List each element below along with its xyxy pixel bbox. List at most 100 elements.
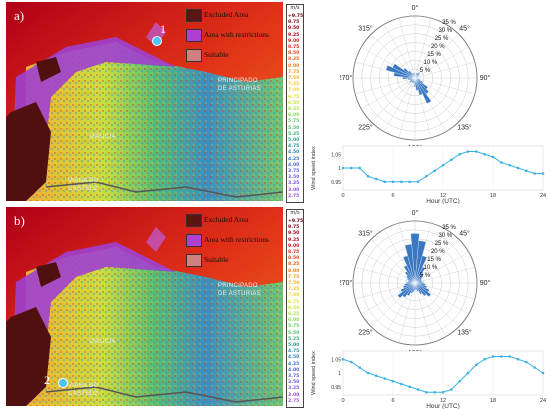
plot-point (500, 161, 503, 164)
rose-sector (404, 244, 416, 284)
plot-x-tick: 12 (440, 398, 446, 404)
map-legend-a: Excluded Area Area with restrictions Sui… (184, 6, 279, 68)
plot-point (450, 158, 453, 162)
legend-swatch-restricted (186, 234, 202, 247)
plot-x-tick: 18 (490, 193, 496, 199)
rose-sector (414, 77, 416, 88)
map-label-castelo: CASTELO (68, 186, 99, 192)
wind-map-b: Excluded Area Area with restrictions Sui… (6, 207, 283, 406)
map-graphic-b (6, 207, 283, 406)
rose-sector (408, 70, 416, 79)
rose-sector (414, 77, 432, 104)
colorbar-tick: 9.50 (288, 231, 300, 237)
plot-point (341, 166, 345, 170)
colorbar-tick: 5.50 (288, 125, 300, 131)
colorbar-tick: 6.00 (288, 318, 300, 324)
plot-point (508, 163, 511, 167)
plot-point (391, 379, 395, 383)
plot-point (500, 355, 503, 358)
rose-direction-label: 270° (340, 74, 352, 82)
legend-label-suitable: Suitable (204, 255, 229, 264)
plot-point (383, 180, 386, 184)
rose-direction-label: 225° (358, 328, 373, 336)
colorbar-tick: 3.00 (288, 392, 300, 398)
colorbar-tick: 2.75 (288, 193, 300, 199)
map-label-viana: VIANA DO (68, 383, 99, 389)
legend-label-restricted: Area with restrictions (204, 235, 269, 244)
plot-point (475, 363, 478, 367)
legend-restricted-a: Area with restrictions (186, 28, 278, 42)
rose-spoke (414, 77, 469, 110)
colorbar-tick: 3.00 (288, 187, 300, 193)
colorbar-tick: 9.00 (288, 38, 300, 44)
plot-point (425, 390, 428, 394)
colorbar-tick: 5.00 (288, 343, 300, 348)
site-marker-number-a: 1 (160, 22, 166, 36)
colorbar-tick: 9.00 (288, 243, 300, 249)
colorbar-tick: 6.50 (288, 100, 300, 106)
colorbar-tick: 3.75 (288, 169, 300, 174)
plot-point (491, 155, 495, 159)
plot-point (516, 357, 520, 361)
rose-sector (403, 67, 416, 79)
map-legend-b: Excluded Area Area with restrictions Sui… (184, 211, 279, 273)
site-pin-icon-a (152, 36, 162, 46)
map-label-viana: VIANA DO (68, 178, 99, 184)
rose-spoke (414, 18, 432, 79)
plot-point (458, 379, 461, 383)
rose-sector (414, 282, 423, 295)
plot-point (408, 385, 411, 389)
rose-direction-label: 90° (480, 74, 490, 82)
rose-direction-label: 315° (358, 230, 373, 238)
plot-y-label: Wind speed index (311, 351, 317, 395)
legend-swatch-excluded (186, 214, 202, 227)
colorbar-tick: 6.75 (288, 94, 300, 100)
plot-y-tick: 1.05 (331, 357, 341, 363)
legend-excluded-b: Excluded Area (186, 213, 278, 227)
plot-y-tick: 1.05 (331, 152, 341, 158)
colorbar-unit: m/s (290, 5, 300, 11)
rose-spoke (414, 61, 475, 79)
rose-spoke (414, 251, 469, 284)
rose-ring-label: 5 % (420, 273, 431, 279)
rose-ring-label: 5 % (420, 68, 431, 74)
rose-spoke (361, 251, 416, 284)
rose-ring-label: 15 % (427, 257, 441, 263)
site-marker-number-b: 2 (44, 373, 50, 387)
plot-x-tick: 0 (341, 193, 344, 199)
colorbar-tick: 4.75 (288, 144, 300, 150)
plot-point (533, 172, 536, 175)
colorbar-tick: 7.25 (288, 82, 300, 88)
legend-restricted-b: Area with restrictions (186, 233, 278, 247)
plot-point (458, 152, 461, 156)
colorbar-tick: 9.75 (288, 20, 300, 26)
rose-sector (414, 282, 432, 297)
plot-point (525, 169, 528, 173)
plot-point (425, 174, 428, 178)
legend-label-excluded: Excluded Area (204, 10, 249, 19)
legend-swatch-suitable (186, 49, 202, 62)
plot-y-label: Wind speed index (311, 146, 317, 190)
plot-point (350, 166, 353, 170)
rose-spoke (371, 77, 416, 122)
rose-spoke (398, 77, 416, 138)
legend-swatch-restricted (186, 29, 202, 42)
colorbar-tick: 7.50 (288, 281, 300, 286)
map-graphic-a (6, 2, 283, 201)
colorbar-tick: 4.50 (288, 355, 300, 361)
rose-sector (397, 282, 416, 299)
rose-ring-label: 15 % (427, 52, 441, 58)
rose-spoke (414, 34, 459, 79)
plot-point (475, 150, 478, 153)
rose-sector (404, 282, 416, 286)
colorbar-tick: 6.00 (288, 113, 300, 119)
colorbar-tick: 7.00 (288, 293, 300, 299)
rose-sector (414, 77, 419, 91)
plot-point (391, 180, 395, 184)
plot-point (416, 180, 420, 184)
plot-point (358, 166, 361, 170)
colorbar-tick: 8.00 (288, 63, 300, 69)
colorbar-tick: 4.00 (288, 162, 300, 168)
plot-point (400, 382, 403, 386)
rose-ring-label: 35 % (442, 20, 456, 26)
